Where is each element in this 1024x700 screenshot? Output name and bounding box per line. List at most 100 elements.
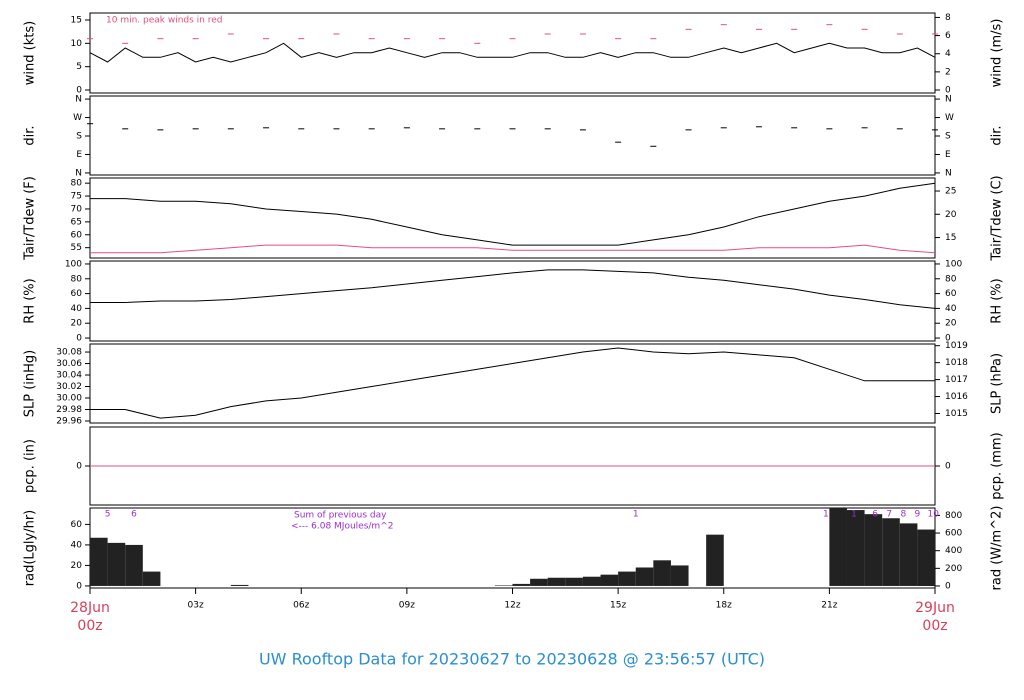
y-tick-label: 15	[945, 233, 956, 243]
y-tick-label: 5	[76, 62, 82, 72]
y-tick-label: 30.06	[56, 359, 82, 369]
hour-label: 9	[915, 510, 921, 520]
x-tick-label: 12z	[504, 601, 520, 611]
y-tick-label: 0	[76, 334, 82, 344]
y2-axis-label: dir.	[990, 125, 1005, 145]
y-tick-label: 60	[71, 289, 83, 299]
hour-label: 6	[872, 510, 878, 520]
y-axis-label: RH (%)	[23, 278, 38, 323]
x-tick-label: 00z	[77, 618, 102, 634]
data-bar	[582, 576, 601, 586]
data-bar	[864, 514, 883, 586]
y2-axis-label: pcp. (mm)	[990, 432, 1005, 499]
hour-label: 6	[131, 510, 137, 520]
annotation: 10 min. peak winds in red	[106, 16, 223, 26]
y-tick-label: 40	[945, 304, 957, 314]
y-tick-label: 0	[76, 581, 82, 591]
data-bar	[899, 523, 918, 586]
y-axis-label: wind (kts)	[23, 21, 38, 85]
x-tick-label: 18z	[716, 601, 732, 611]
data-line	[90, 182, 936, 246]
hour-label: 1	[633, 510, 639, 520]
y-tick-label: 20	[945, 319, 957, 329]
y-tick-label: E	[76, 150, 82, 160]
y-tick-label: 1015	[945, 409, 968, 419]
y-tick-label: E	[945, 150, 951, 160]
x-tick-label: 03z	[188, 601, 204, 611]
data-bar	[512, 583, 531, 586]
y-tick-label: 0	[945, 334, 951, 344]
y-tick-label: 80	[71, 179, 83, 189]
annotation: <--- 6.08 MJoules/m^2	[291, 522, 393, 532]
panel-frame	[89, 343, 936, 424]
x-date-label: 28Jun	[70, 600, 110, 616]
y-tick-label: 29.96	[56, 416, 82, 426]
data-line	[90, 347, 935, 419]
hour-label: 7	[886, 510, 892, 520]
data-bar	[494, 585, 513, 586]
hour-label: 8	[900, 510, 906, 520]
x-tick-label: 21z	[821, 601, 837, 611]
y-tick-label: N	[945, 168, 952, 178]
data-bar	[600, 574, 619, 586]
y-tick-label: 200	[945, 564, 962, 574]
y-tick-label: 70	[71, 204, 83, 214]
y-tick-label: 1019	[945, 341, 968, 351]
data-bar	[670, 565, 689, 586]
y-tick-label: N	[75, 168, 82, 178]
y-axis-label: SLP (inHg)	[23, 350, 38, 418]
data-line	[90, 244, 936, 254]
y-tick-label: 20	[945, 210, 957, 220]
y-tick-label: 30.08	[56, 348, 82, 358]
y-tick-label: 0	[945, 462, 951, 472]
y-tick-label: 400	[945, 546, 962, 556]
y-tick-label: 600	[945, 529, 962, 539]
data-bar	[142, 571, 161, 586]
chart-title: UW Rooftop Data for 20230627 to 20230628…	[259, 650, 765, 669]
y-tick-label: 100	[945, 259, 962, 269]
data-bar	[547, 577, 566, 586]
hour-label: 5	[105, 510, 111, 520]
y2-axis-label: RH (%)	[990, 278, 1005, 323]
y2-axis-label: SLP (hPa)	[990, 353, 1005, 414]
data-line	[90, 269, 936, 309]
panel-frame	[89, 95, 936, 176]
y-tick-label: 0	[76, 86, 82, 96]
data-bar	[107, 542, 126, 586]
x-tick-label: 15z	[610, 601, 626, 611]
x-tick-label: 00z	[922, 618, 947, 634]
hour-label: 1	[851, 510, 857, 520]
data-bar	[829, 508, 847, 586]
y-tick-label: 10	[71, 39, 83, 49]
data-bar	[917, 536, 935, 586]
y-tick-label: 20	[71, 319, 83, 329]
y-tick-label: W	[73, 113, 82, 123]
y-tick-label: 40	[71, 540, 83, 550]
y-tick-label: 30.00	[56, 394, 82, 404]
y2-axis-label: rad (W/m^2)	[990, 506, 1005, 591]
data-bar	[125, 544, 143, 586]
data-bar	[653, 560, 671, 586]
data-bar	[230, 584, 249, 586]
y-axis-label: rad(Lgly/hr)	[23, 510, 38, 586]
y-tick-label: 60	[71, 230, 83, 240]
y2-axis-label: wind (m/s)	[990, 19, 1005, 88]
y-axis-label: dir.	[23, 125, 38, 145]
y-tick-label: 0	[76, 462, 82, 472]
x-date-label: 29Jun	[915, 600, 955, 616]
panel-frame	[89, 507, 936, 589]
panel-frame	[89, 177, 936, 259]
y-tick-label: 6	[945, 31, 951, 41]
y-tick-label: 60	[945, 289, 957, 299]
y-tick-label: 2	[945, 67, 951, 77]
y-tick-label: S	[76, 132, 82, 142]
y-tick-label: 20	[71, 561, 83, 571]
y-tick-label: 4	[945, 49, 951, 59]
y-axis-label: Tair/Tdew (F)	[23, 176, 38, 261]
y-tick-label: 15	[71, 16, 82, 26]
y-tick-label: 25	[945, 187, 956, 197]
data-bar	[706, 534, 724, 586]
y-axis-label: pcp. (in)	[23, 439, 38, 493]
y-tick-label: N	[945, 95, 952, 105]
data-bar	[565, 577, 583, 586]
